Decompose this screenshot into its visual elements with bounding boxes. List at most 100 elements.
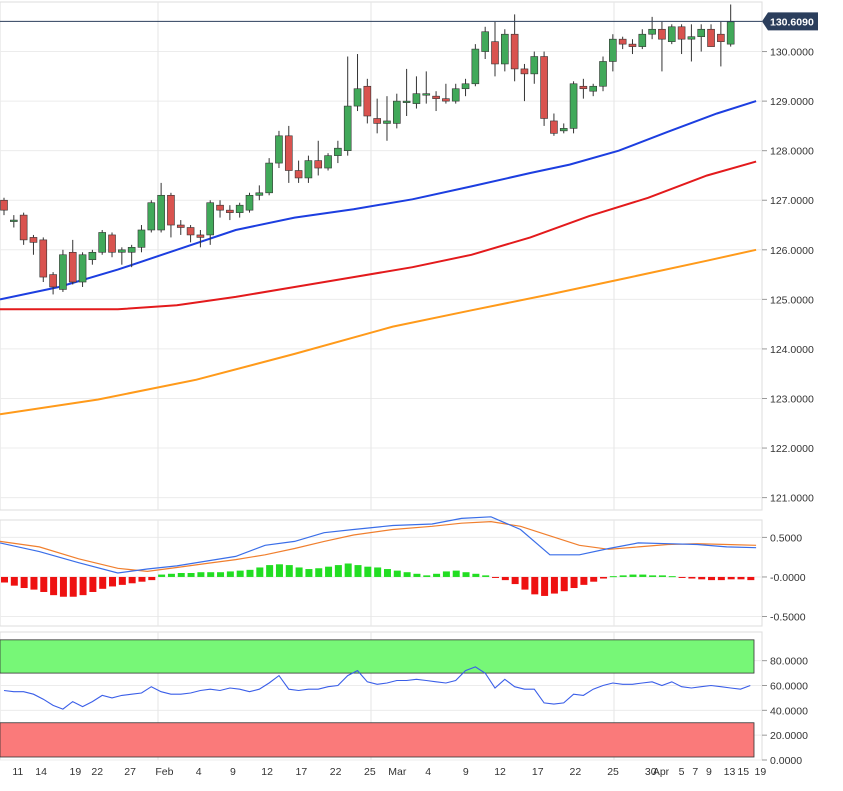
macd-histogram-bar: [423, 575, 431, 577]
macd-histogram-bar: [217, 572, 225, 577]
candle-body: [49, 274, 57, 288]
macd-histogram-bar: [354, 565, 362, 577]
macd-histogram-bar: [698, 576, 706, 580]
date-axis: 11 14 19 22 27 Feb 4 9 12 17 22 25 Mar 4 9 12 17 22 25 30Ap…: [12, 766, 766, 778]
candle: [402, 68, 411, 116]
macd-lines: [0, 516, 757, 574]
candle-body: [609, 38, 617, 62]
macd-histogram-bar: [727, 576, 735, 580]
candle-body: [245, 194, 254, 211]
candlesticks: [0, 4, 735, 295]
candle-body: [196, 234, 205, 238]
rsi-panel: 80.0000 60.0000 40.0000 20.0000 0.0000: [0, 631, 808, 767]
macd-histogram-bar: [482, 575, 490, 577]
price-axis-tick-label: 127.0000: [770, 195, 814, 207]
candle-body: [39, 239, 48, 278]
candle-body: [687, 36, 696, 40]
date-axis-label: 13: [724, 766, 736, 778]
rsi-axis-tick-label: 60.0000: [770, 681, 808, 693]
candle-body: [265, 162, 273, 194]
candle-body: [334, 147, 342, 156]
macd-histogram-bar: [452, 570, 460, 577]
macd-histogram-bar: [668, 576, 676, 578]
candle-body: [118, 249, 126, 253]
price-axis-tick-label: 121.0000: [770, 493, 814, 505]
macd-histogram-bar: [187, 573, 195, 577]
candle-body: [176, 224, 185, 228]
candle-body: [157, 194, 165, 231]
macd-histogram-bar: [118, 576, 126, 585]
rsi-line-path: [3, 666, 751, 710]
macd-histogram-bar: [1, 576, 8, 583]
macd-histogram-bar: [69, 576, 77, 597]
candle: [520, 63, 529, 102]
candle-body: [628, 43, 637, 47]
candle: [510, 14, 519, 82]
macd-signal-line: [0, 520, 757, 573]
candle: [275, 130, 283, 169]
candle: [353, 54, 362, 112]
macd-histogram-bar: [325, 566, 333, 577]
macd-histogram-bar: [89, 576, 97, 592]
candle-body: [422, 93, 431, 96]
date-axis-label: Apr: [653, 766, 670, 778]
date-axis-label: 14: [35, 766, 47, 778]
candle-body: [599, 61, 607, 87]
date-axis-label: 15: [737, 766, 749, 778]
date-axis-label: 22: [570, 766, 582, 778]
macd-histogram-bar: [541, 576, 549, 596]
candle-body: [29, 237, 38, 243]
macd-histogram-bar: [600, 576, 608, 579]
candle-body: [559, 128, 568, 132]
date-axis-label: 12: [261, 766, 273, 778]
candle: [432, 91, 440, 112]
candle: [461, 78, 470, 97]
candle: [628, 39, 637, 55]
candle: [343, 56, 352, 156]
candle-body: [618, 38, 627, 45]
date-axis-label: 19: [755, 766, 767, 778]
candle: [383, 96, 391, 141]
candle-body: [235, 204, 244, 213]
candle: [717, 21, 725, 67]
candle-body: [392, 100, 401, 124]
candle-body: [589, 85, 598, 92]
date-axis-label: 4: [425, 766, 431, 778]
candle-body: [510, 33, 519, 70]
macd-histogram-bar: [40, 576, 48, 592]
candle: [677, 24, 686, 55]
candle-body: [324, 155, 332, 169]
date-axis-label: 11: [12, 766, 23, 778]
macd-histogram-bar: [30, 576, 38, 590]
macd-histogram-bar: [737, 576, 745, 580]
macd-histogram-bar: [246, 569, 254, 577]
rsi-oversold-zone: [0, 722, 755, 758]
candle: [49, 272, 57, 295]
candle: [324, 153, 332, 171]
candle: [10, 215, 18, 228]
candle-body: [167, 194, 175, 226]
candle-body: [226, 209, 234, 213]
candle: [638, 29, 647, 50]
moving-average-sma_fast: [0, 100, 757, 301]
date-axis-label: 22: [330, 766, 342, 778]
candle-body: [78, 254, 87, 283]
candle: [550, 113, 558, 136]
candle-body: [284, 135, 293, 171]
macd-histogram-bar: [334, 565, 342, 577]
candle: [88, 249, 97, 265]
date-axis-label: 27: [124, 766, 136, 778]
candle-body: [530, 56, 539, 75]
candle-body: [98, 232, 106, 253]
candle-body: [550, 120, 558, 134]
candle: [0, 197, 8, 216]
candle: [19, 212, 28, 245]
macd-histogram-bar: [462, 572, 470, 577]
macd-histogram-bar: [305, 569, 313, 577]
candle-body: [579, 85, 588, 90]
date-axis-label: Feb: [155, 766, 173, 778]
date-axis-label: 4: [196, 766, 202, 778]
macd-main-line: [0, 516, 757, 574]
macd-axis-tick-label: 0.5000: [770, 532, 802, 544]
